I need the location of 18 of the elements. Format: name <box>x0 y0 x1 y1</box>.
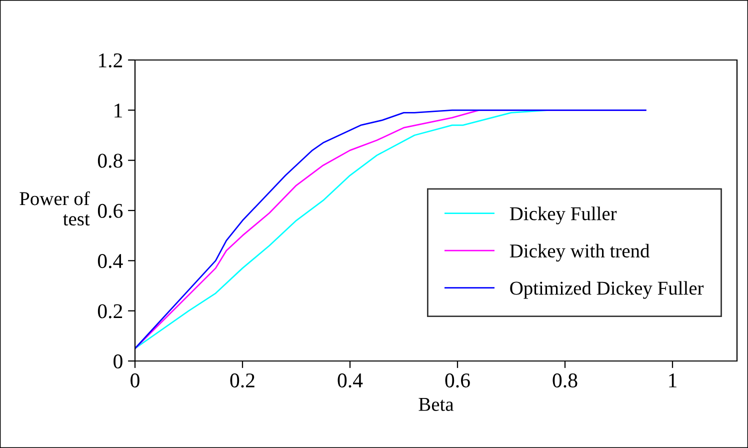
y-axis-title: Power of test <box>20 191 90 226</box>
y-tick-label: 0.4 <box>98 254 123 268</box>
x-tick-label: 0 <box>130 373 140 388</box>
y-tick-label: 0.6 <box>98 204 123 218</box>
x-tick-label: 0.2 <box>230 373 254 388</box>
x-axis-title: Beta <box>418 398 454 411</box>
y-tick-label: 0 <box>114 354 122 368</box>
legend-label: Optimized Dickey Fuller <box>510 281 704 299</box>
x-tick-label: 1 <box>669 374 676 388</box>
y-tick-label: 1 <box>114 104 122 118</box>
x-tick-label: 0.4 <box>338 373 363 388</box>
legend-label: Dickey with trend <box>510 244 650 262</box>
legend-label: Dickey Fuller <box>510 206 617 224</box>
y-tick-label: 1.2 <box>98 53 122 68</box>
y-tick-label: 0.8 <box>98 154 122 168</box>
y-tick-label: 0.2 <box>98 304 122 318</box>
x-tick-label: 0.8 <box>552 373 578 388</box>
x-tick-label: 0.6 <box>445 373 470 388</box>
